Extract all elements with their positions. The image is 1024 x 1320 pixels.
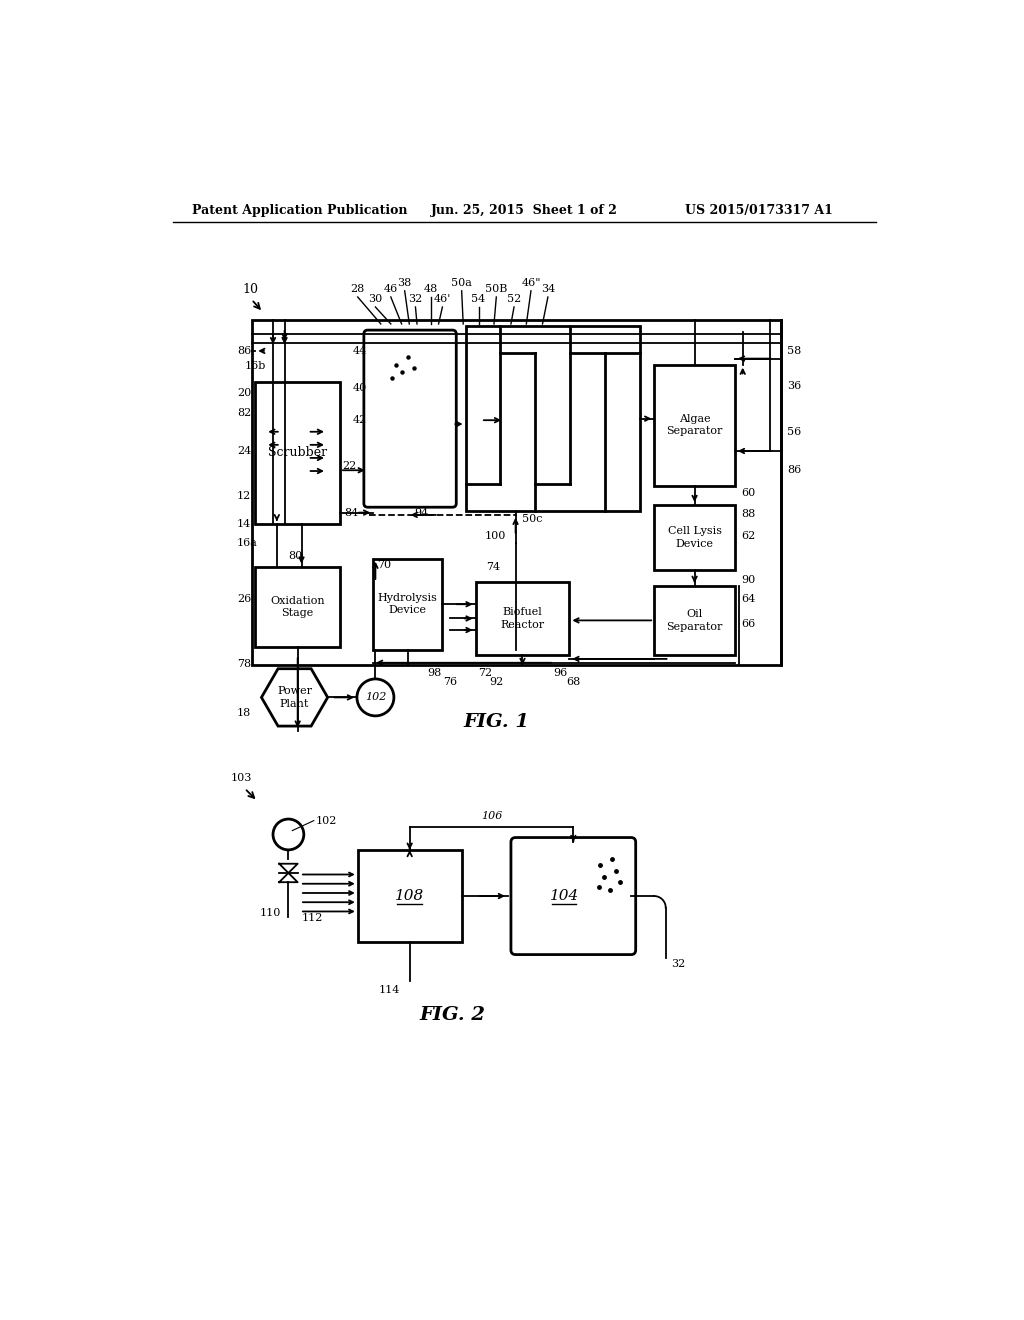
Text: Oil: Oil [686, 610, 702, 619]
Text: Power: Power [278, 686, 312, 696]
Text: Stage: Stage [282, 609, 313, 618]
Text: Algae: Algae [679, 414, 711, 424]
Text: 102: 102 [365, 693, 386, 702]
Text: 62: 62 [741, 531, 756, 541]
Text: Separator: Separator [667, 426, 723, 437]
Text: Device: Device [389, 606, 427, 615]
Text: 18: 18 [237, 708, 251, 718]
Text: 56: 56 [787, 426, 802, 437]
Text: 24: 24 [237, 446, 251, 455]
Text: 110: 110 [259, 908, 281, 917]
Text: 76: 76 [443, 677, 457, 686]
Text: 102: 102 [315, 816, 337, 825]
Text: 42: 42 [352, 416, 367, 425]
Text: US 2015/0173317 A1: US 2015/0173317 A1 [685, 205, 833, 218]
Text: 66: 66 [741, 619, 756, 630]
Text: 78: 78 [237, 659, 251, 669]
Text: 12: 12 [237, 491, 251, 500]
Text: 46": 46" [521, 279, 541, 288]
Text: 70: 70 [377, 560, 391, 570]
Text: 74: 74 [486, 561, 501, 572]
Text: 114: 114 [379, 985, 400, 995]
Text: Biofuel: Biofuel [503, 607, 543, 618]
Text: 54: 54 [471, 294, 485, 305]
Bar [255, 381, 340, 524]
Text: Separator: Separator [667, 622, 723, 631]
Text: 104: 104 [550, 890, 579, 903]
Text: 86: 86 [237, 346, 251, 356]
Text: 98: 98 [428, 668, 441, 677]
Text: 106: 106 [481, 810, 502, 821]
Text: 64: 64 [741, 594, 756, 603]
Bar [654, 364, 735, 486]
Text: 20: 20 [237, 388, 251, 399]
Bar [654, 506, 735, 570]
Text: 44: 44 [352, 346, 367, 356]
Text: 84: 84 [345, 508, 358, 517]
Text: 68: 68 [566, 677, 581, 686]
Bar [475, 582, 569, 655]
Text: 46: 46 [384, 284, 398, 294]
Text: 80: 80 [289, 550, 303, 561]
Text: 90: 90 [741, 576, 756, 585]
Text: 52: 52 [507, 294, 521, 305]
Text: 26: 26 [237, 594, 251, 603]
Text: 38: 38 [397, 279, 412, 288]
Text: Cell Lysis: Cell Lysis [668, 527, 722, 536]
Bar [255, 566, 340, 647]
Text: 40: 40 [352, 383, 367, 393]
Text: 50a: 50a [452, 279, 472, 288]
Bar [373, 558, 442, 649]
Text: 34: 34 [541, 284, 555, 294]
Text: 50B: 50B [485, 284, 508, 294]
Text: 28: 28 [350, 284, 365, 294]
Text: 16a: 16a [237, 539, 258, 548]
Text: 32: 32 [409, 294, 423, 305]
Text: 108: 108 [395, 890, 424, 903]
Text: Patent Application Publication: Patent Application Publication [193, 205, 408, 218]
Text: 92: 92 [489, 677, 504, 686]
Text: 88: 88 [741, 510, 756, 519]
Text: 50c: 50c [521, 513, 543, 524]
Text: 32: 32 [671, 958, 685, 969]
Text: 96: 96 [553, 668, 567, 677]
Text: 36: 36 [787, 380, 802, 391]
Text: 14: 14 [237, 519, 251, 529]
Bar [654, 586, 735, 655]
Text: 103: 103 [230, 774, 252, 783]
Text: 86: 86 [787, 465, 802, 475]
Text: 16b: 16b [245, 362, 266, 371]
Text: 22: 22 [342, 462, 356, 471]
Text: Reactor: Reactor [501, 619, 545, 630]
Text: 46': 46' [434, 294, 452, 305]
Text: Hydrolysis: Hydrolysis [378, 593, 437, 603]
Bar [252, 321, 781, 665]
Text: 60: 60 [741, 488, 756, 499]
Text: 94: 94 [414, 508, 428, 517]
Text: FIG. 2: FIG. 2 [419, 1006, 485, 1024]
Bar [357, 850, 462, 942]
Text: Device: Device [676, 539, 714, 549]
Text: Jun. 25, 2015  Sheet 1 of 2: Jun. 25, 2015 Sheet 1 of 2 [431, 205, 617, 218]
Text: Plant: Plant [280, 698, 309, 709]
Text: 58: 58 [787, 346, 802, 356]
Text: Oxidation: Oxidation [270, 595, 325, 606]
Text: FIG. 1: FIG. 1 [463, 713, 529, 731]
Bar [466, 326, 640, 511]
Text: 48: 48 [424, 284, 438, 294]
Text: 30: 30 [369, 294, 383, 305]
Text: 72: 72 [478, 668, 492, 677]
Text: Scrubber: Scrubber [268, 446, 328, 459]
Text: 112: 112 [301, 912, 323, 923]
Text: 100: 100 [484, 531, 506, 541]
Text: 10: 10 [243, 282, 258, 296]
Text: 82: 82 [237, 408, 251, 417]
